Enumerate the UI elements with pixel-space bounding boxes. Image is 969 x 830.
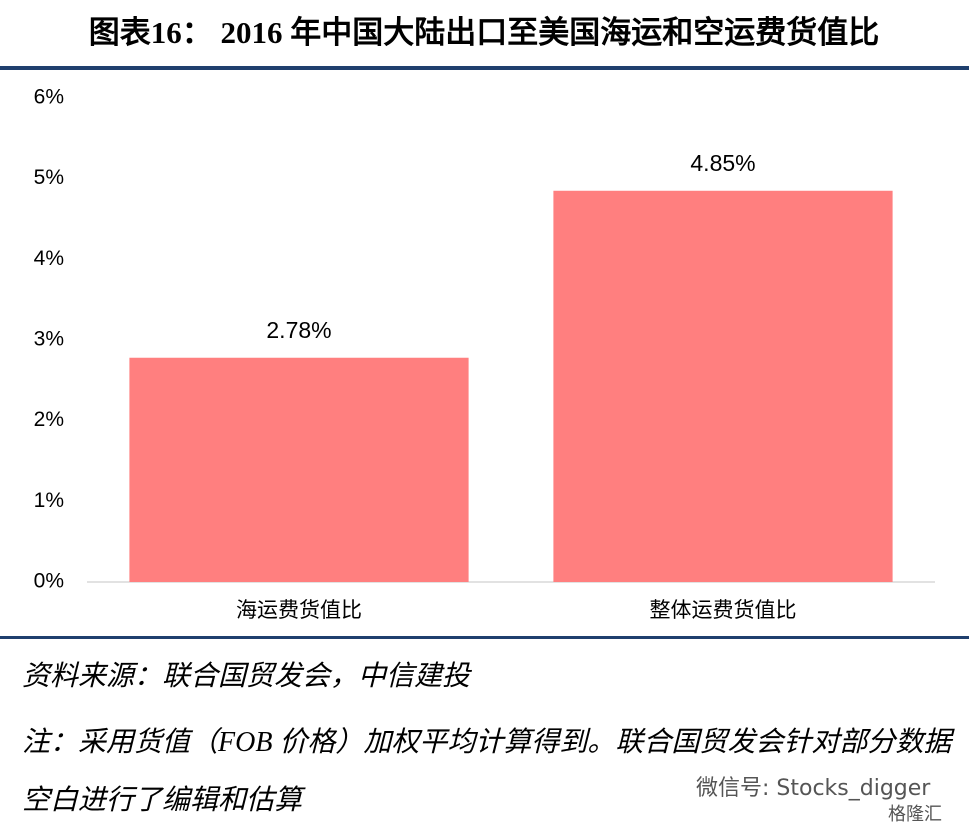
y-tick-label: 3% [34,328,64,351]
chart-title: 图表16： 2016 年中国大陆出口至美国海运和空运费货值比 [89,15,880,50]
bar [129,357,469,582]
value-label: 2.78% [266,317,331,343]
y-tick-label: 2% [34,408,64,431]
y-tick-label: 5% [34,166,64,189]
bar [553,190,893,582]
footnote: 注：采用货值（FOB 价格）加权平均计算得到。联合国贸发会针对部分数据空白进行了… [22,727,952,816]
source-note: 资料来源：联合国贸发会，中信建投 [22,661,471,692]
x-tick-label: 整体运费货值比 [650,598,797,622]
y-tick-label: 0% [34,570,64,593]
rule-top [0,66,969,70]
watermark-logo: 格隆汇 [888,804,942,825]
y-tick-label: 4% [34,247,64,270]
x-tick-label: 海运费货值比 [236,598,362,622]
y-tick-label: 1% [34,489,64,512]
watermark: 微信号: Stocks_digger [696,776,931,801]
y-tick-label: 6% [34,86,64,109]
rule-bottom [0,636,969,639]
value-label: 4.85% [690,150,755,176]
